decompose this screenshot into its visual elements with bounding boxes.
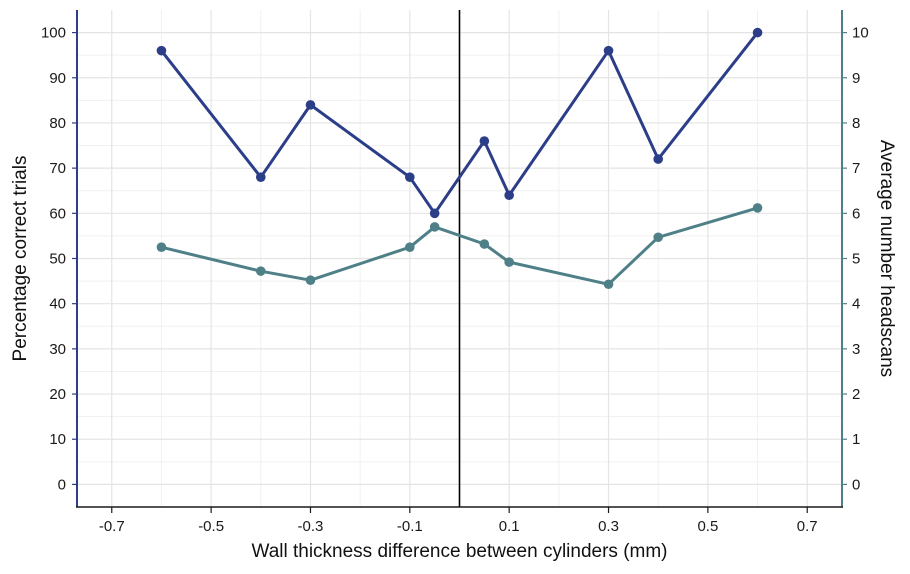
series-2-point [504, 257, 514, 267]
x-tick-label: -0.5 [198, 518, 224, 535]
x-tick-label: -0.1 [397, 518, 423, 535]
right-y-tick-label: 4 [852, 296, 860, 313]
series-2-point [405, 242, 415, 253]
x-tick-label: -0.7 [99, 518, 125, 535]
x-axis-title: Wall thickness difference between cylind… [251, 541, 667, 562]
right-y-tick-label: 6 [852, 205, 860, 222]
x-tick-label: 0.1 [499, 518, 520, 535]
left-y-axis-title: Percentage correct trials [10, 156, 31, 362]
series-2-point [305, 275, 316, 285]
x-tick-label: 0.5 [697, 518, 718, 535]
left-y-tick-label: 100 [41, 25, 66, 42]
series-2-point [255, 266, 266, 276]
left-y-tick-label: 50 [49, 251, 66, 268]
x-tick-label: 0.7 [797, 518, 818, 535]
series-1-point [653, 154, 664, 164]
series-2-point [156, 242, 167, 253]
right-y-tick-label: 2 [852, 386, 860, 403]
left-y-tick-label: 30 [49, 341, 66, 358]
x-tick-label: 0.3 [598, 518, 619, 535]
left-y-tick-label: 60 [49, 205, 66, 222]
right-y-tick-label: 10 [852, 25, 869, 42]
left-y-tick-label: 20 [49, 386, 66, 403]
series-2-point [479, 239, 490, 249]
left-y-tick-label: 90 [49, 70, 66, 87]
series-line-2 [159, 206, 760, 286]
series-1-point [255, 172, 266, 182]
right-y-tick-label: 5 [852, 251, 860, 268]
series-1-point [752, 27, 763, 38]
series-1-point [479, 136, 490, 146]
right-y-tick-label: 1 [852, 431, 860, 448]
series-1-point [603, 45, 614, 56]
left-y-tick-label: 0 [58, 476, 66, 493]
series-1-point [504, 190, 514, 201]
left-y-tick-label: 10 [49, 431, 66, 448]
left-y-tick-label: 70 [49, 160, 66, 177]
series-1-point [429, 208, 440, 219]
series-1-point [305, 100, 316, 110]
right-y-axis-title: Average number headscans [876, 140, 897, 377]
series-line-1 [159, 31, 760, 215]
x-tick-label: -0.3 [298, 518, 324, 535]
right-y-tick-label: 8 [852, 115, 860, 132]
right-y-tick-label: 7 [852, 160, 860, 177]
series-2-point [603, 279, 614, 290]
left-y-tick-label: 40 [49, 296, 66, 313]
right-y-tick-label: 3 [852, 341, 860, 358]
ticks-layer: -0.7 -0.5 -0.3 -0.1 0.1 0.3 0.5 0.7010203040506… [41, 25, 869, 535]
series-layer [156, 27, 763, 290]
right-y-tick-label: 9 [852, 70, 860, 87]
series-2-point [429, 222, 440, 232]
series-1-point [156, 45, 167, 56]
left-y-tick-label: 80 [49, 115, 66, 132]
series-2-point [653, 232, 664, 243]
series-2-point [752, 203, 763, 213]
series-1-point [405, 172, 415, 182]
right-y-tick-label: 0 [852, 476, 860, 493]
